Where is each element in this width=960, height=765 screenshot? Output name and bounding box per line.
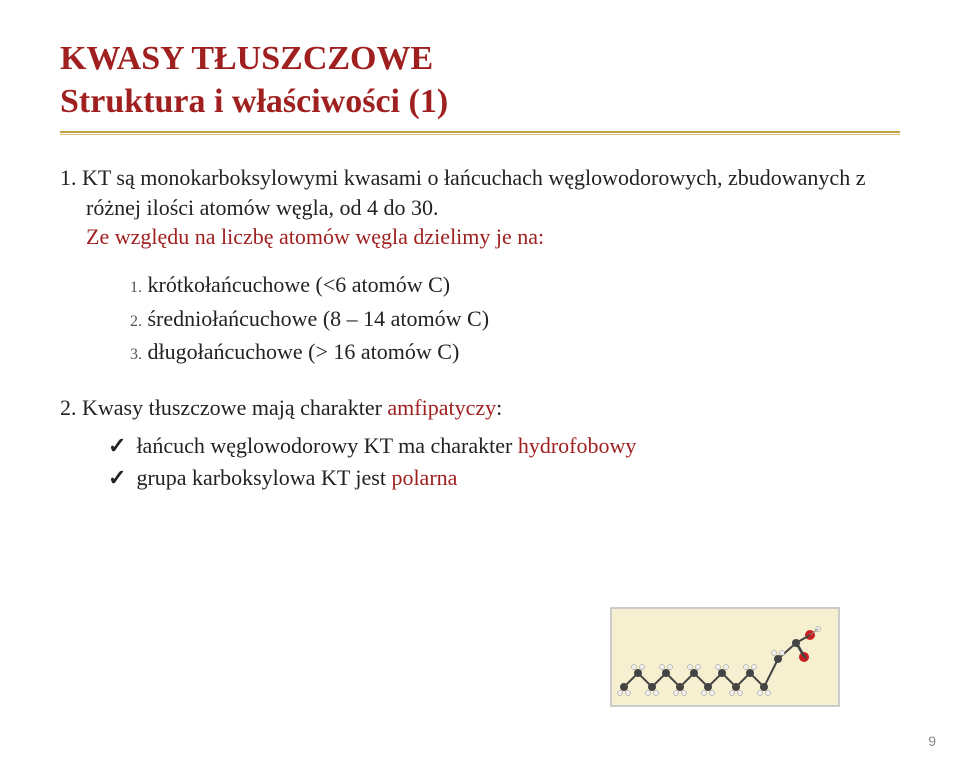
check-item-2: ✓ grupa karboksylowa KT jest polarna bbox=[108, 463, 900, 493]
page-number: 9 bbox=[928, 733, 936, 749]
molecule-image bbox=[610, 607, 840, 707]
nested-list: 1. krótkołańcuchowe (<6 atomów C) 2. śre… bbox=[130, 270, 900, 367]
check-icon: ✓ bbox=[108, 465, 126, 490]
rule-main bbox=[60, 131, 900, 133]
check-text-1b: hydrofobowy bbox=[518, 433, 637, 458]
rule-sub bbox=[60, 134, 900, 135]
slide: KWASY TŁUSZCZOWE Struktura i właściwości… bbox=[0, 0, 960, 765]
nested-item-3: 3. długołańcuchowe (> 16 atomów C) bbox=[130, 337, 900, 367]
para1-num: 1. bbox=[60, 165, 77, 190]
nested-item-2: 2. średniołańcuchowe (8 – 14 atomów C) bbox=[130, 304, 900, 334]
nested-num-1: 1. bbox=[130, 279, 142, 296]
nested-text-3: długołańcuchowe (> 16 atomów C) bbox=[148, 339, 460, 364]
check-text-2a: grupa karboksylowa KT jest bbox=[136, 465, 391, 490]
title-line-2: Struktura i właściwości (1) bbox=[60, 81, 900, 124]
check-list: ✓ łańcuch węglowodorowy KT ma charakter h… bbox=[108, 431, 900, 492]
check-text-2b: polarna bbox=[391, 465, 457, 490]
check-text-1a: łańcuch węglowodorowy KT ma charakter bbox=[136, 433, 517, 458]
nested-item-1: 1. krótkołańcuchowe (<6 atomów C) bbox=[130, 270, 900, 300]
check-item-1: ✓ łańcuch węglowodorowy KT ma charakter h… bbox=[108, 431, 900, 461]
para1-text-a: KT są monokarboksylowymi kwasami o łańcu… bbox=[82, 165, 865, 220]
para2-amphi: amfipatyczy bbox=[387, 395, 496, 420]
nested-text-1: krótkołańcuchowe (<6 atomów C) bbox=[148, 272, 451, 297]
nested-num-3: 3. bbox=[130, 346, 142, 363]
para2-text-b: : bbox=[496, 395, 502, 420]
nested-num-2: 2. bbox=[130, 313, 142, 330]
check-icon: ✓ bbox=[108, 433, 126, 458]
para2-num: 2. bbox=[60, 395, 77, 420]
molecule-svg bbox=[612, 609, 838, 705]
paragraph-1: 1. KT są monokarboksylowymi kwasami o ła… bbox=[60, 163, 900, 252]
para1-text-highlight: Ze względu na liczbę atomów węgla dzieli… bbox=[86, 224, 544, 249]
para2-text-a: Kwasy tłuszczowe mają charakter bbox=[82, 395, 387, 420]
title-block: KWASY TŁUSZCZOWE Struktura i właściwości… bbox=[60, 38, 900, 123]
title-rule bbox=[60, 131, 900, 135]
title-line-1: KWASY TŁUSZCZOWE bbox=[60, 38, 900, 81]
paragraph-2: 2. Kwasy tłuszczowe mają charakter amfip… bbox=[60, 393, 900, 423]
body-text: 1. KT są monokarboksylowymi kwasami o ła… bbox=[60, 163, 900, 492]
nested-text-2: średniołańcuchowe (8 – 14 atomów C) bbox=[148, 306, 490, 331]
